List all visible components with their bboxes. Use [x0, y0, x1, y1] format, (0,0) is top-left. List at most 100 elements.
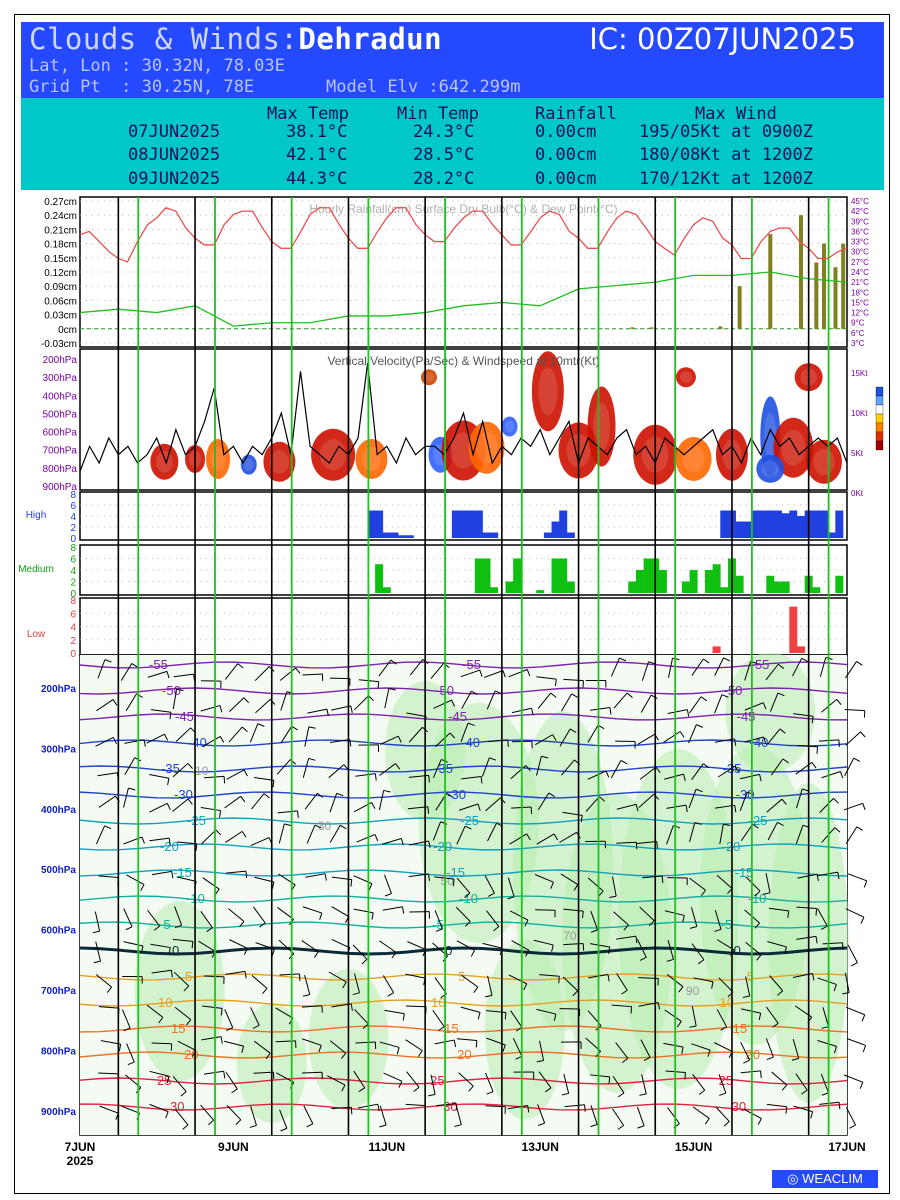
- humidity-shade: [484, 939, 565, 1120]
- wind-barb-flag: [820, 925, 828, 930]
- cloud-bar: [735, 575, 744, 593]
- wind-barb-flag: [257, 723, 265, 727]
- cloud-bar: [781, 513, 790, 538]
- wind-barb-flag: [240, 795, 246, 803]
- wind-barb: [201, 829, 217, 845]
- wind-barb: [741, 1008, 761, 1014]
- wind-barb-flag: [427, 806, 430, 814]
- wind-barb: [328, 764, 345, 779]
- wind-barb: [461, 690, 472, 709]
- wind-barb: [201, 1036, 222, 1041]
- wind-barb-flag: [368, 883, 373, 891]
- wind-barb: [176, 876, 197, 882]
- wind-barb: [252, 906, 266, 924]
- contour-label: -15: [446, 865, 465, 880]
- cloud-bar: [743, 521, 752, 538]
- wind-barb-flag: [350, 1003, 353, 1011]
- wind-barb: [616, 973, 628, 991]
- wind-barb-flag: [694, 822, 702, 825]
- wind-barb-flag: [186, 1019, 192, 1026]
- wind-barb: [278, 823, 285, 844]
- cloud-axis-tick: 8: [70, 596, 76, 607]
- wind-barb: [766, 1103, 787, 1108]
- row-rainfall: 0.00cm: [535, 122, 597, 142]
- wind-barb: [795, 1073, 808, 1091]
- wind-barb: [432, 1009, 445, 1027]
- wind-barb: [535, 734, 553, 746]
- wind-barb-flag: [657, 1002, 661, 1010]
- wind-barb: [150, 943, 171, 949]
- temp-axis-tick: 6°C: [851, 329, 865, 338]
- wind-barb: [844, 972, 850, 993]
- rain-axis-tick: 0.06cm: [44, 296, 77, 307]
- wind-barb: [590, 706, 611, 711]
- wind-barb: [536, 1008, 557, 1015]
- pressure-axis-tick: 600hPa: [41, 926, 76, 937]
- wind-barb-flag: [295, 667, 301, 674]
- wind-barb: [354, 695, 369, 711]
- wind-barb: [124, 757, 136, 776]
- windspeed-axis-tick: 5Kt: [851, 449, 864, 458]
- col-header-max-temp: Max Temp: [267, 104, 349, 124]
- wind-barb-flag: [169, 712, 172, 720]
- wind-barb-flag: [772, 1022, 779, 1028]
- wind-barb-flag: [837, 872, 840, 880]
- row-max-temp: 44.3°C: [286, 169, 348, 189]
- cloud-bar: [559, 510, 568, 538]
- cloud-bar: [712, 564, 721, 593]
- wind-barb: [177, 1040, 196, 1051]
- wind-barb-flag: [494, 690, 502, 695]
- wind-barb: [590, 1105, 598, 1125]
- wind-barb-flag: [850, 962, 858, 967]
- wind-barb: [636, 841, 657, 844]
- vertical-velocity-core: [813, 448, 835, 475]
- cloud-bar: [689, 570, 698, 593]
- temp-axis-tick: 9°C: [851, 319, 865, 328]
- wind-barb-flag: [454, 1124, 462, 1127]
- wind-barb: [280, 691, 288, 711]
- humidity-shade: [418, 703, 539, 943]
- wind-barb-flag: [815, 908, 818, 916]
- wind-barb-flag: [552, 734, 557, 741]
- wind-barb: [739, 773, 760, 780]
- wind-barb-flag: [781, 1084, 788, 1091]
- cloud-axis-tick: 2: [70, 636, 76, 647]
- rain-axis-tick: 0.27cm: [44, 197, 77, 208]
- wind-barb: [254, 777, 275, 781]
- wind-barb-flag: [168, 838, 171, 846]
- temperature-contour: [79, 869, 848, 877]
- vertical-velocity-blob: [311, 428, 356, 481]
- wind-barb: [487, 822, 498, 842]
- model-elevation: Model Elv :642.299m: [326, 77, 521, 97]
- pressure-axis-tick: 400hPa: [43, 391, 78, 402]
- wind-barb: [328, 971, 347, 983]
- wind-barb-flag: [700, 696, 708, 702]
- wind-barb-flag: [464, 892, 471, 899]
- wind-barb-flag: [545, 1087, 552, 1093]
- wind-barb-flag: [446, 792, 453, 798]
- contour-label: 20: [457, 1047, 471, 1062]
- wind-barb-flag: [180, 1091, 187, 1097]
- wind-barb: [765, 873, 771, 893]
- row-rainfall: 0.00cm: [535, 145, 597, 165]
- wind-barb: [125, 693, 137, 712]
- wind-barb-flag: [451, 699, 456, 707]
- wind-barb: [175, 727, 192, 742]
- wind-barb: [767, 822, 778, 841]
- wind-barb: [537, 792, 550, 811]
- cloud-bar: [566, 532, 575, 538]
- wind-barb: [329, 677, 350, 680]
- wind-barb: [97, 772, 118, 777]
- wind-barb: [715, 1106, 730, 1122]
- wind-barb: [511, 940, 530, 951]
- contour-label: -25: [460, 813, 479, 828]
- wind-barb: [455, 1105, 462, 1125]
- colorbar-swatch: [875, 386, 884, 397]
- location-name: Dehradun: [298, 22, 443, 56]
- wind-barb-flag: [166, 803, 171, 810]
- wind-barb: [460, 722, 469, 742]
- rain-bar: [821, 243, 826, 329]
- wind-barb: [559, 728, 571, 747]
- wind-barb-flag: [734, 805, 737, 813]
- wind-barb: [739, 791, 748, 812]
